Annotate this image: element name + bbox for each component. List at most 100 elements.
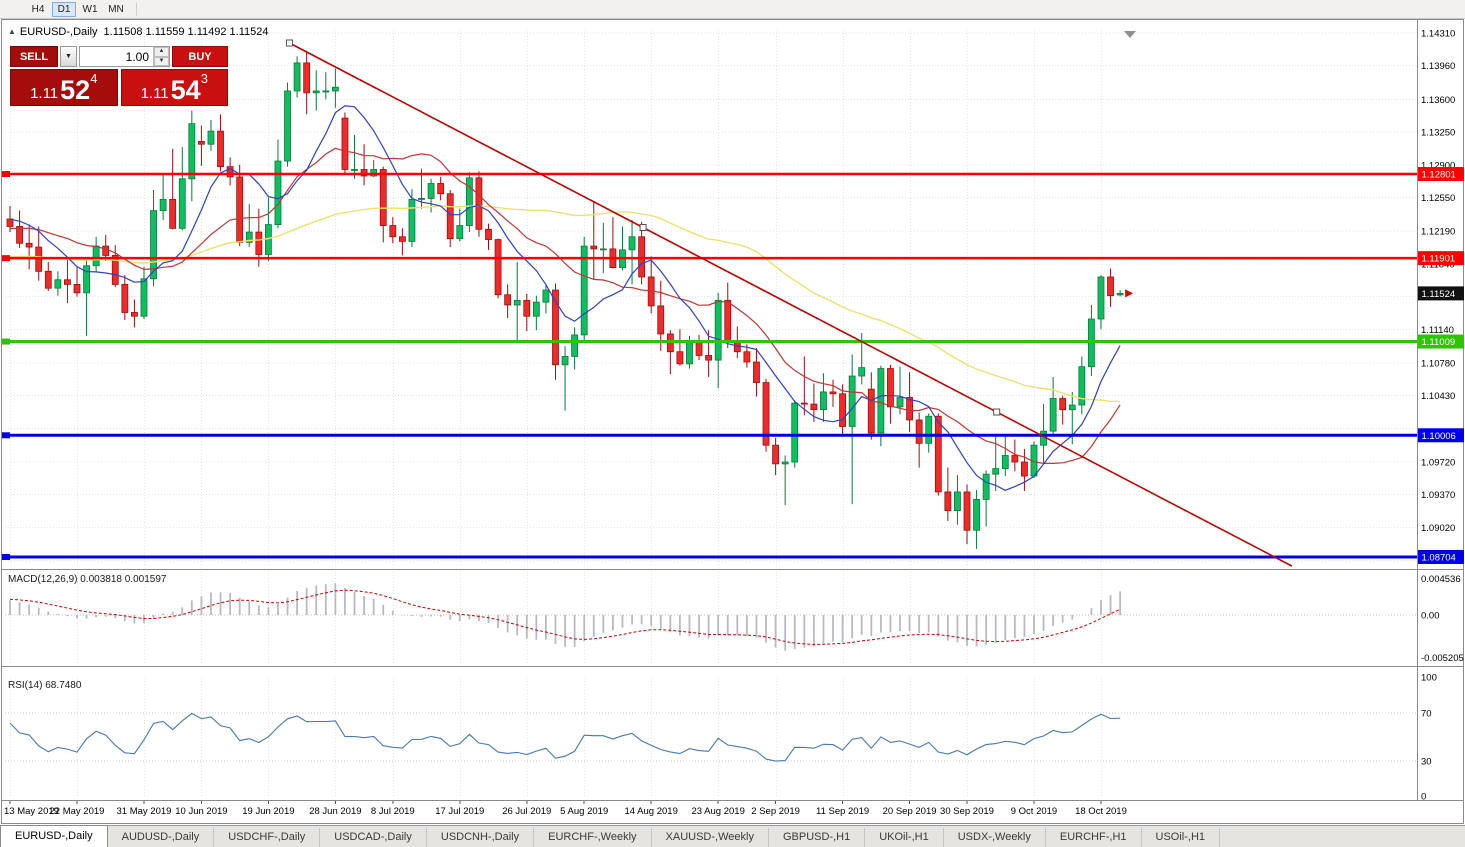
chart-tab-usdx-weekly[interactable]: USDX-,Weekly bbox=[944, 828, 1046, 847]
svg-text:30 Sep 2019: 30 Sep 2019 bbox=[940, 806, 994, 817]
svg-text:23 Aug 2019: 23 Aug 2019 bbox=[692, 806, 745, 817]
hline-edge-marker bbox=[2, 171, 10, 178]
svg-text:2 Sep 2019: 2 Sep 2019 bbox=[751, 806, 800, 817]
chart-tab-gbpusd-h1[interactable]: GBPUSD-,H1 bbox=[769, 828, 866, 847]
axis-price-box-1.10006 bbox=[1418, 428, 1464, 443]
svg-text:0.004536: 0.004536 bbox=[1421, 574, 1461, 585]
chart-symbol-label: EURUSD-,Daily bbox=[19, 26, 98, 38]
chart-tab-eurchf-h1[interactable]: EURCHF-,H1 bbox=[1046, 828, 1142, 847]
hline-edge-marker bbox=[2, 553, 10, 560]
chart-title-overlay: ▲ EURUSD-,Daily 1.11508 1.11559 1.11492 1.… bbox=[8, 26, 269, 38]
hline-edge-marker bbox=[2, 432, 10, 439]
svg-text:1.09020: 1.09020 bbox=[1421, 523, 1455, 534]
svg-text:13 May 2019: 13 May 2019 bbox=[4, 806, 59, 817]
svg-text:31 May 2019: 31 May 2019 bbox=[117, 806, 172, 817]
svg-text:1.13250: 1.13250 bbox=[1421, 128, 1455, 139]
svg-text:1.12190: 1.12190 bbox=[1421, 227, 1455, 238]
buy-price-point: 3 bbox=[200, 71, 208, 86]
bid-price-arrow-icon bbox=[1125, 289, 1134, 298]
descending-trendline[interactable] bbox=[289, 42, 1293, 567]
svg-text:1.14310: 1.14310 bbox=[1421, 28, 1455, 39]
svg-text:1.11009: 1.11009 bbox=[1422, 337, 1456, 348]
chart-tab-usdcad-daily[interactable]: USDCAD-,Daily bbox=[320, 828, 427, 847]
chart-tab-usoil-h1[interactable]: USOil-,H1 bbox=[1142, 828, 1221, 847]
one-click-trading-panel: SELL ▼ 1.00 ▲ ▼ BUY 1.11 52 4 1.11 54 3 bbox=[10, 46, 228, 106]
chart-tab-usdchf-daily[interactable]: USDCHF-,Daily bbox=[214, 828, 321, 847]
macd-signal-line bbox=[9, 589, 1121, 645]
svg-text:19 Jun 2019: 19 Jun 2019 bbox=[242, 806, 294, 817]
svg-text:0.00: 0.00 bbox=[1421, 611, 1440, 622]
order-type-dropdown[interactable]: ▼ bbox=[60, 46, 77, 67]
buy-price-main: 1.11 bbox=[140, 84, 169, 102]
svg-text:RSI(14) 68.7480: RSI(14) 68.7480 bbox=[8, 680, 82, 691]
trendline-handle[interactable] bbox=[639, 224, 647, 232]
grid-layer bbox=[5, 30, 1417, 796]
sell-price-display[interactable]: 1.11 52 4 bbox=[10, 69, 118, 106]
lot-size-spinner: ▲ ▼ bbox=[153, 47, 169, 66]
svg-text:9 Oct 2019: 9 Oct 2019 bbox=[1011, 806, 1057, 817]
chevron-down-icon: ▼ bbox=[65, 53, 72, 60]
chart-tab-ukoil-h1[interactable]: UKOil-,H1 bbox=[865, 828, 944, 847]
svg-text:8 Jul 2019: 8 Jul 2019 bbox=[371, 806, 415, 817]
chart-tab-eurusd-daily[interactable]: EURUSD-,Daily bbox=[0, 825, 108, 847]
svg-text:1.10430: 1.10430 bbox=[1421, 391, 1455, 402]
svg-text:1.12900: 1.12900 bbox=[1421, 160, 1455, 171]
toolbar-separator bbox=[136, 2, 137, 16]
trendline-handle[interactable] bbox=[285, 39, 293, 47]
trendline-handle[interactable] bbox=[993, 408, 1001, 416]
svg-text:1.10006: 1.10006 bbox=[1422, 431, 1456, 442]
buy-button[interactable]: BUY bbox=[172, 46, 228, 67]
chart-tab-xauusd-weekly[interactable]: XAUUSD-,Weekly bbox=[652, 828, 769, 847]
svg-text:17 Jul 2019: 17 Jul 2019 bbox=[435, 806, 484, 817]
indicator-panels-layer: MACD(12,26,9) 0.003818 0.001597 RSI(14) 6… bbox=[5, 574, 1417, 762]
svg-text:14 Aug 2019: 14 Aug 2019 bbox=[625, 806, 678, 817]
timeframe-button-w1[interactable]: W1 bbox=[78, 2, 102, 17]
svg-text:1.08704: 1.08704 bbox=[1422, 552, 1456, 563]
hline-edge-marker bbox=[2, 338, 10, 345]
lot-size-field[interactable]: 1.00 ▲ ▼ bbox=[79, 46, 170, 67]
svg-text:11 Sep 2019: 11 Sep 2019 bbox=[816, 806, 869, 817]
line-objects-layer[interactable] bbox=[2, 31, 1417, 567]
ma-mid-line bbox=[9, 147, 1121, 464]
axis-price-box-1.08704 bbox=[1418, 549, 1464, 564]
sell-button[interactable]: SELL bbox=[10, 46, 58, 67]
svg-text:26 Jul 2019: 26 Jul 2019 bbox=[502, 806, 551, 817]
sell-price-point: 4 bbox=[90, 71, 98, 86]
axis-price-box-1.12801 bbox=[1418, 167, 1464, 182]
svg-text:1.12801: 1.12801 bbox=[1422, 170, 1456, 181]
buy-price-pips: 54 bbox=[170, 75, 201, 106]
svg-text:1.09370: 1.09370 bbox=[1421, 490, 1455, 501]
svg-text:1.09720: 1.09720 bbox=[1421, 458, 1455, 469]
moving-averages-layer bbox=[9, 105, 1121, 491]
timeframe-button-mn[interactable]: MN bbox=[104, 2, 128, 17]
chart-ohlc-readout: 1.11508 1.11559 1.11492 1.11524 bbox=[103, 26, 269, 38]
svg-text:1.13960: 1.13960 bbox=[1421, 61, 1455, 72]
svg-text:1.10780: 1.10780 bbox=[1421, 358, 1455, 369]
svg-text:20 Sep 2019: 20 Sep 2019 bbox=[883, 806, 937, 817]
svg-text:10 Jun 2019: 10 Jun 2019 bbox=[175, 806, 227, 817]
svg-text:1.11901: 1.11901 bbox=[1422, 254, 1456, 265]
chart-tab-eurchf-weekly[interactable]: EURCHF-,Weekly bbox=[534, 828, 652, 847]
ma-fast-line bbox=[9, 105, 1121, 491]
svg-text:1.11524: 1.11524 bbox=[1422, 289, 1456, 300]
svg-text:18 Oct 2019: 18 Oct 2019 bbox=[1075, 806, 1127, 817]
svg-text:1.12550: 1.12550 bbox=[1421, 193, 1455, 204]
buy-price-display[interactable]: 1.11 54 3 bbox=[120, 69, 228, 106]
sell-price-pips: 52 bbox=[60, 75, 91, 106]
svg-text:30: 30 bbox=[1421, 757, 1432, 768]
timeframe-button-h4[interactable]: H4 bbox=[26, 2, 50, 17]
chart-tab-usdcnh-daily[interactable]: USDCNH-,Daily bbox=[427, 828, 535, 847]
lot-decrease-button[interactable]: ▼ bbox=[154, 56, 169, 66]
lot-increase-button[interactable]: ▲ bbox=[154, 47, 169, 57]
hline-edge-marker bbox=[2, 255, 10, 262]
candles-layer bbox=[6, 50, 1124, 549]
svg-text:0: 0 bbox=[1421, 792, 1426, 803]
svg-text:1.13600: 1.13600 bbox=[1421, 95, 1455, 106]
trade-panel-collapse-icon[interactable]: ▲ bbox=[8, 27, 16, 36]
chart-tab-audusd-daily[interactable]: AUDUSD-,Daily bbox=[108, 828, 215, 847]
timeframe-button-d1[interactable]: D1 bbox=[52, 1, 76, 17]
price-axis-layer: 1.14310 1.13960 1.13600 1.13250 1.12900 1.125… bbox=[1, 19, 1464, 824]
